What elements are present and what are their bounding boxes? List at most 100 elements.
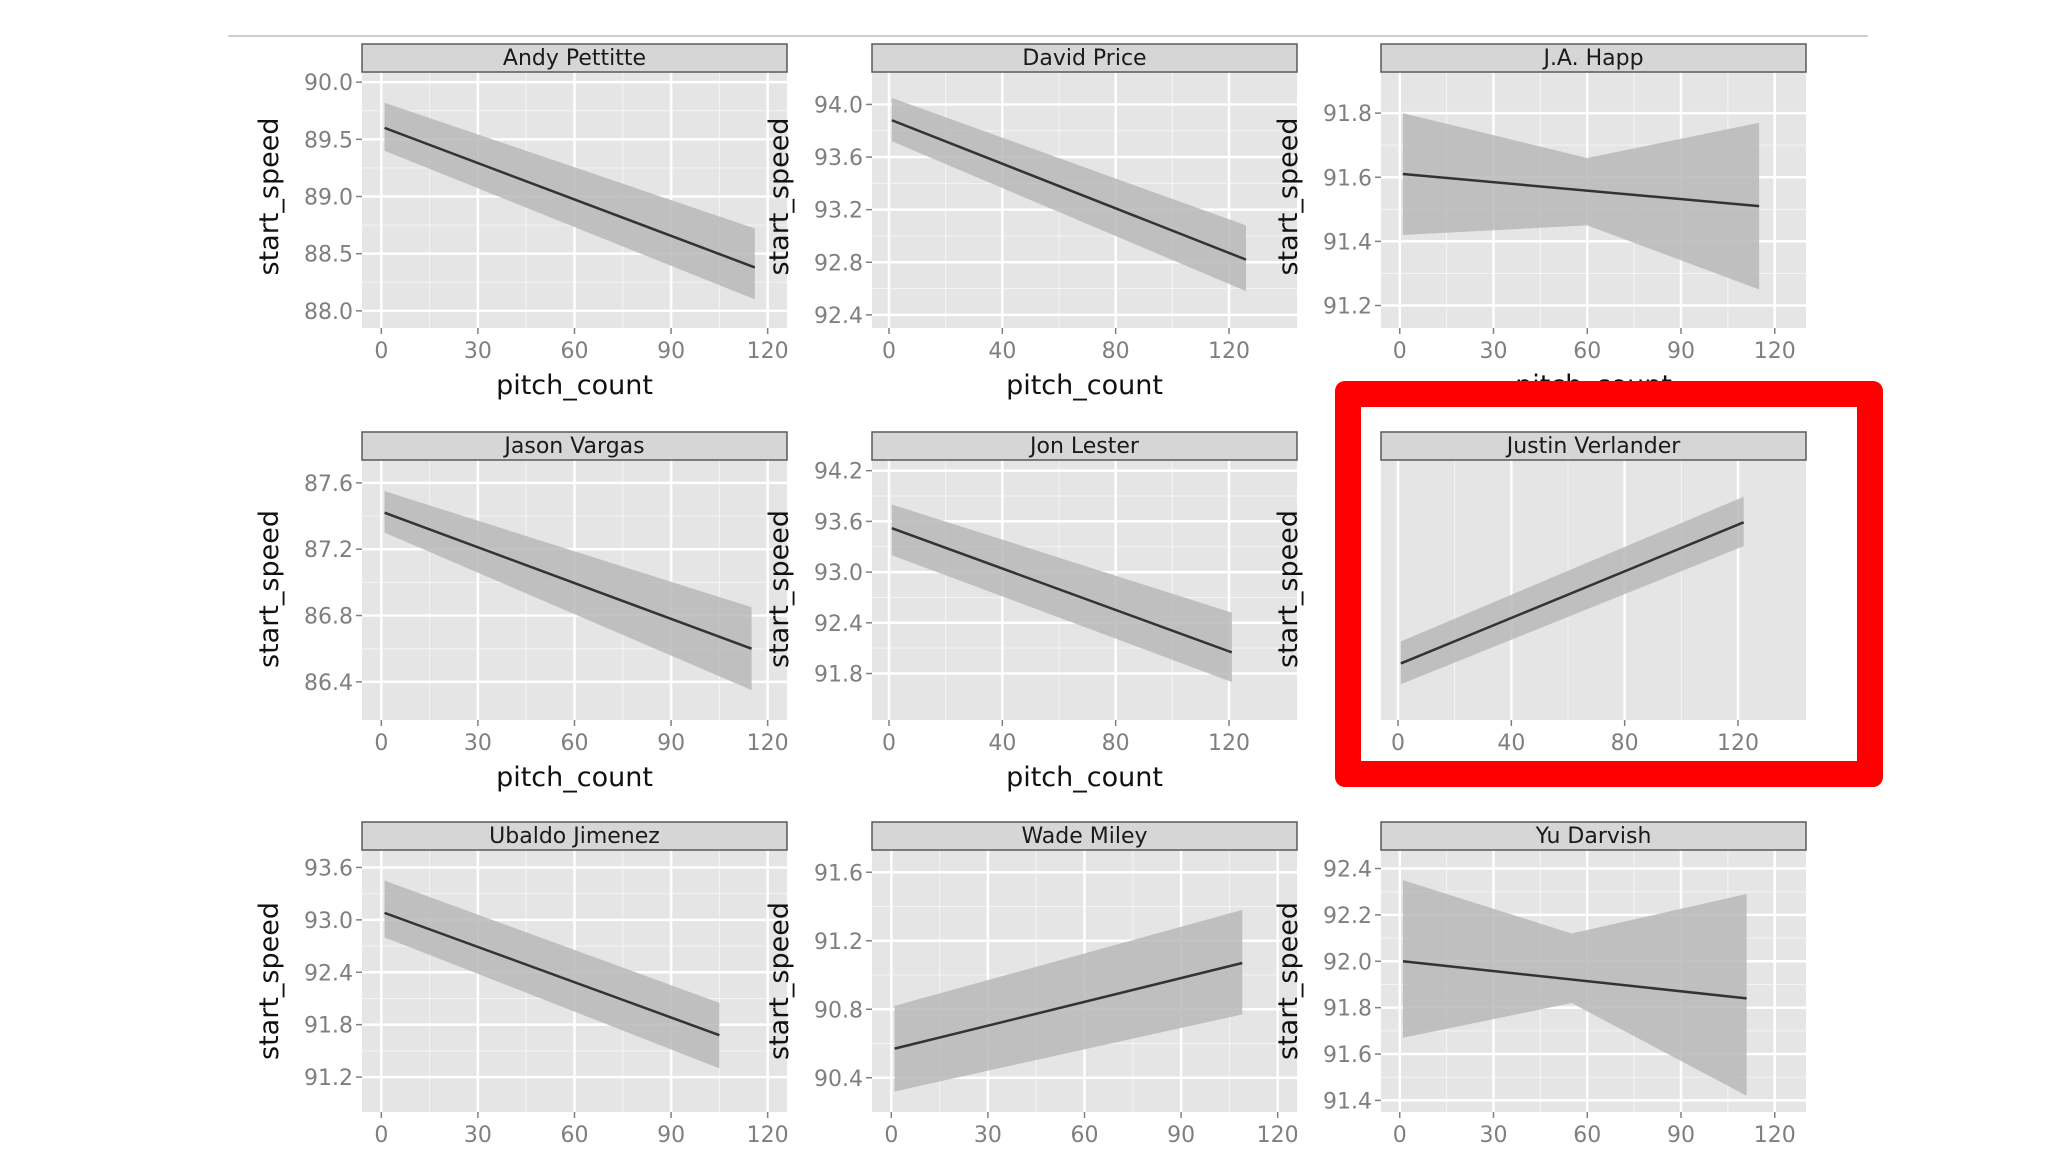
- x-tick-label: 80: [1102, 339, 1130, 364]
- y-axis-title: start_speed: [1273, 118, 1304, 276]
- x-tick-label: 30: [1480, 1123, 1508, 1148]
- y-tick-label: 93.6: [814, 510, 863, 535]
- x-tick-label: 80: [1102, 731, 1130, 756]
- y-tick-label: 93.0: [814, 561, 863, 586]
- y-tick-label: 91.6: [1323, 1043, 1372, 1068]
- x-tick-label: 90: [657, 1123, 685, 1148]
- y-tick-label: 92.0: [1323, 950, 1372, 975]
- y-tick-label: 91.8: [814, 663, 863, 688]
- y-tick-label: 94.2: [814, 460, 863, 485]
- fit-line: [384, 126, 756, 269]
- x-tick-label: 120: [747, 731, 789, 756]
- x-tick-label: 90: [1667, 1123, 1695, 1148]
- y-tick-label: 93.2: [814, 199, 863, 224]
- facet-strip: [1380, 431, 1807, 461]
- x-tick-label: 60: [561, 339, 589, 364]
- x-tick-label: 0: [882, 339, 896, 364]
- x-tick-label: 40: [988, 339, 1016, 364]
- facet-strip: [361, 431, 788, 461]
- x-tick-label: 60: [561, 731, 589, 756]
- facet-panel-3: 0 30 60 90 120 86.4 86.8 87.2 87.6 Jason Vargas st…: [254, 431, 789, 793]
- x-tick-label: 0: [1393, 339, 1407, 364]
- y-tick-label: 94.0: [814, 93, 863, 118]
- y-tick-label: 91.2: [814, 930, 863, 955]
- facet-panel-7: 0 30 60 90 120 90.4 90.8 91.2 91.6 Wade Miley star…: [764, 821, 1299, 1148]
- top-divider: [228, 35, 1868, 37]
- facet-panel-1: 0 40 80 120 92.4 92.8 93.2 93.6 94.0 David Price s…: [764, 43, 1298, 401]
- y-tick-label: 88.5: [304, 243, 353, 268]
- y-axis-title: start_speed: [764, 510, 795, 668]
- x-tick-label: 120: [747, 1123, 789, 1148]
- x-tick-label: 40: [988, 731, 1016, 756]
- facet-strip: [361, 821, 788, 851]
- x-tick-label: 90: [1667, 339, 1695, 364]
- y-axis-title: start_speed: [1273, 902, 1304, 1060]
- facet-panel-0: 0 30 60 90 120 88.0 88.5 89.0 89.5 90.0 Andy Petti…: [254, 43, 789, 401]
- fit-line: [891, 526, 1233, 654]
- x-tick-label: 90: [657, 339, 685, 364]
- y-tick-label: 91.8: [1323, 997, 1372, 1022]
- facet-strip: [871, 431, 1298, 461]
- y-axis-title: start_speed: [254, 510, 285, 668]
- facet-title: Justin Verlander: [1505, 434, 1682, 459]
- fit-line: [1402, 960, 1747, 1000]
- y-tick-label: 92.4: [304, 961, 353, 986]
- fit-line: [1402, 172, 1760, 208]
- facet-panel-5: 0 40 80 120 Justin Verlander start_speed: [1273, 431, 1807, 756]
- x-tick-label: 30: [1480, 339, 1508, 364]
- x-tick-label: 30: [974, 1123, 1002, 1148]
- x-tick-label: 0: [374, 1123, 388, 1148]
- y-tick-label: 91.8: [1323, 102, 1372, 127]
- y-axis-title: start_speed: [254, 118, 285, 276]
- facet-title: Jason Vargas: [502, 434, 644, 459]
- facet-title: Jon Lester: [1028, 434, 1140, 459]
- facet-panel-2: 0 30 60 90 120 91.2 91.4 91.6 91.8 J.A. Happ start…: [1273, 43, 1807, 401]
- y-tick-label: 92.8: [814, 251, 863, 276]
- x-tick-label: 90: [657, 731, 685, 756]
- x-tick-label: 0: [1391, 731, 1405, 756]
- y-tick-label: 91.6: [814, 861, 863, 886]
- y-tick-label: 92.4: [1323, 858, 1372, 883]
- facet-panel-4: 0 40 80 120 91.8 92.4 93.0 93.6 94.2 Jon Lester st…: [764, 431, 1298, 793]
- x-tick-label: 40: [1497, 731, 1525, 756]
- confidence-band: [894, 909, 1243, 1092]
- y-axis-title: start_speed: [1273, 510, 1304, 668]
- y-tick-label: 92.4: [814, 612, 863, 637]
- x-axis-title: pitch_count: [496, 762, 653, 793]
- x-axis-title: pitch_count: [496, 370, 653, 401]
- x-tick-label: 0: [374, 339, 388, 364]
- y-tick-label: 93.0: [304, 909, 353, 934]
- fit-line: [1400, 521, 1745, 665]
- x-axis-title: pitch_count: [1006, 370, 1163, 401]
- x-tick-label: 30: [464, 1123, 492, 1148]
- fit-line: [384, 511, 753, 650]
- y-tick-label: 92.4: [814, 304, 863, 329]
- y-axis-title: start_speed: [254, 902, 285, 1060]
- x-tick-label: 120: [1754, 1123, 1796, 1148]
- confidence-band: [891, 97, 1246, 292]
- confidence-band: [1400, 496, 1744, 685]
- y-tick-label: 89.5: [304, 128, 353, 153]
- x-tick-label: 120: [1717, 731, 1759, 756]
- x-tick-label: 60: [1573, 1123, 1601, 1148]
- x-tick-label: 60: [561, 1123, 589, 1148]
- x-tick-label: 120: [1208, 731, 1250, 756]
- facet-panel-8: 0 30 60 90 120 91.4 91.6 91.8 92.0 92.2 92.4 Yu Dar…: [1273, 821, 1807, 1148]
- x-tick-label: 120: [747, 339, 789, 364]
- x-tick-label: 0: [882, 731, 896, 756]
- fit-line: [384, 911, 720, 1037]
- x-tick-label: 0: [374, 731, 388, 756]
- x-tick-label: 120: [1257, 1123, 1299, 1148]
- fit-line: [891, 119, 1247, 261]
- facet-strip: [1380, 43, 1807, 73]
- x-tick-label: 0: [1393, 1123, 1407, 1148]
- facet-title: David Price: [1022, 46, 1146, 71]
- x-tick-label: 30: [464, 731, 492, 756]
- facet-title: Andy Pettitte: [503, 46, 646, 71]
- facet-panel-6: 0 30 60 90 120 91.2 91.8 92.4 93.0 93.6 Ubaldo Jim…: [254, 821, 789, 1148]
- y-tick-label: 93.6: [304, 856, 353, 881]
- y-tick-label: 86.4: [304, 671, 353, 696]
- y-tick-label: 88.0: [304, 300, 353, 325]
